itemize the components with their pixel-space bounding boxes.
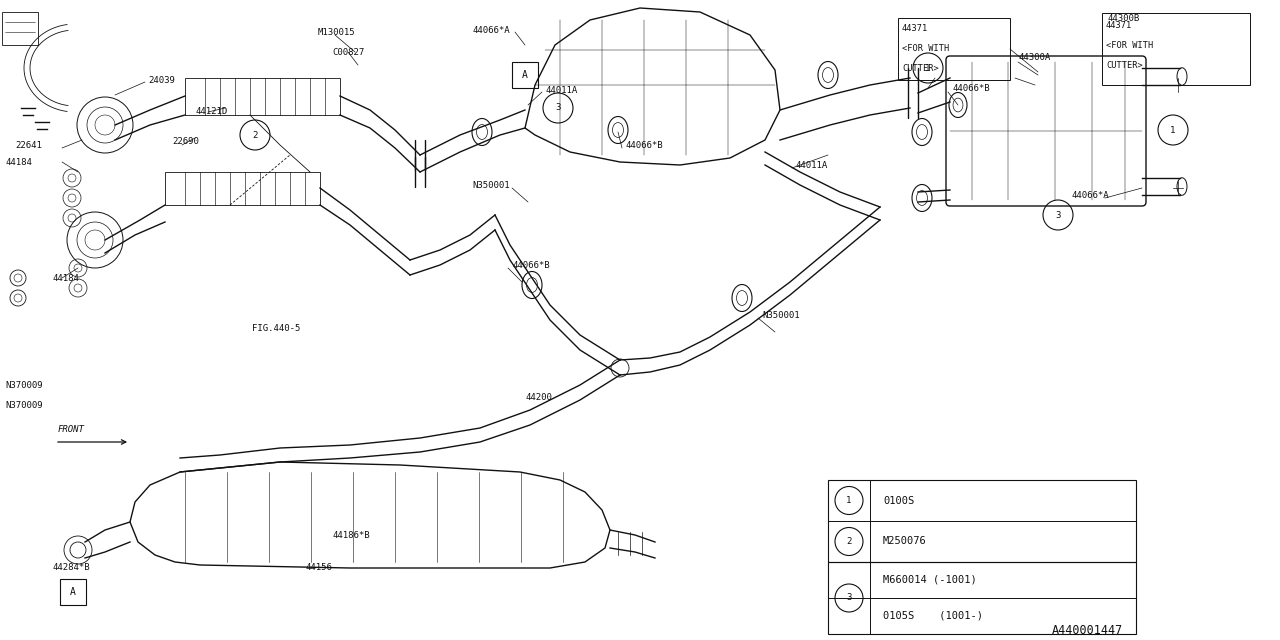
Text: M250076: M250076 [883, 536, 927, 547]
Text: 22690: 22690 [172, 138, 198, 147]
Text: 44184: 44184 [5, 157, 32, 166]
Text: N370009: N370009 [5, 381, 42, 390]
Text: <FOR WITH: <FOR WITH [902, 44, 950, 52]
Text: 44184: 44184 [52, 273, 79, 282]
Text: FRONT: FRONT [58, 426, 84, 435]
Text: 44300A: 44300A [1018, 54, 1051, 63]
Bar [60, 579, 86, 605]
Text: 24039: 24039 [148, 76, 175, 84]
Bar [899, 18, 1010, 80]
Bar [512, 62, 538, 88]
Text: CUTTER>: CUTTER> [902, 63, 938, 72]
Text: 0105S    (1001-): 0105S (1001-) [883, 611, 983, 621]
Text: 44200: 44200 [525, 394, 552, 403]
Text: 44066*B: 44066*B [625, 141, 663, 150]
Text: CUTTER>: CUTTER> [1106, 61, 1143, 70]
Bar [1102, 13, 1251, 85]
Text: M660014 (-1001): M660014 (-1001) [883, 575, 977, 585]
Text: 2: 2 [846, 537, 851, 546]
Text: M130015: M130015 [317, 28, 356, 36]
Text: 3: 3 [556, 104, 561, 113]
Text: <FOR WITH: <FOR WITH [1106, 40, 1153, 49]
Text: 44121D: 44121D [195, 108, 228, 116]
Bar [828, 480, 1137, 562]
Text: A440001447: A440001447 [1052, 623, 1124, 637]
Text: 44300B: 44300B [1108, 13, 1140, 22]
Text: N370009: N370009 [5, 401, 42, 410]
Text: N350001: N350001 [472, 180, 509, 189]
Text: 44066*B: 44066*B [952, 83, 989, 93]
Text: 0100S: 0100S [883, 495, 914, 506]
Text: 44371: 44371 [902, 24, 928, 33]
Text: 1: 1 [846, 496, 851, 505]
Text: 2: 2 [252, 131, 257, 140]
Text: 22641: 22641 [15, 141, 42, 150]
Text: FIG.440-5: FIG.440-5 [252, 323, 301, 333]
Text: A: A [70, 587, 76, 597]
Text: N350001: N350001 [762, 310, 800, 319]
Text: 1: 1 [925, 63, 931, 72]
Text: 3: 3 [1055, 211, 1061, 220]
Text: 44186*B: 44186*B [332, 531, 370, 540]
Text: 44066*A: 44066*A [1073, 191, 1110, 200]
Text: C00827: C00827 [332, 47, 365, 56]
Text: 1: 1 [1170, 125, 1176, 134]
Bar [828, 562, 1137, 634]
Text: 44066*A: 44066*A [472, 26, 509, 35]
Text: 44011A: 44011A [545, 86, 577, 95]
Text: 44284*B: 44284*B [52, 563, 90, 573]
Text: 44066*B: 44066*B [512, 260, 549, 269]
Text: 44156: 44156 [305, 563, 332, 573]
Text: A: A [522, 70, 527, 80]
Text: 44371: 44371 [1106, 20, 1133, 29]
Text: 3: 3 [846, 593, 851, 602]
Text: 44011A: 44011A [795, 161, 827, 170]
